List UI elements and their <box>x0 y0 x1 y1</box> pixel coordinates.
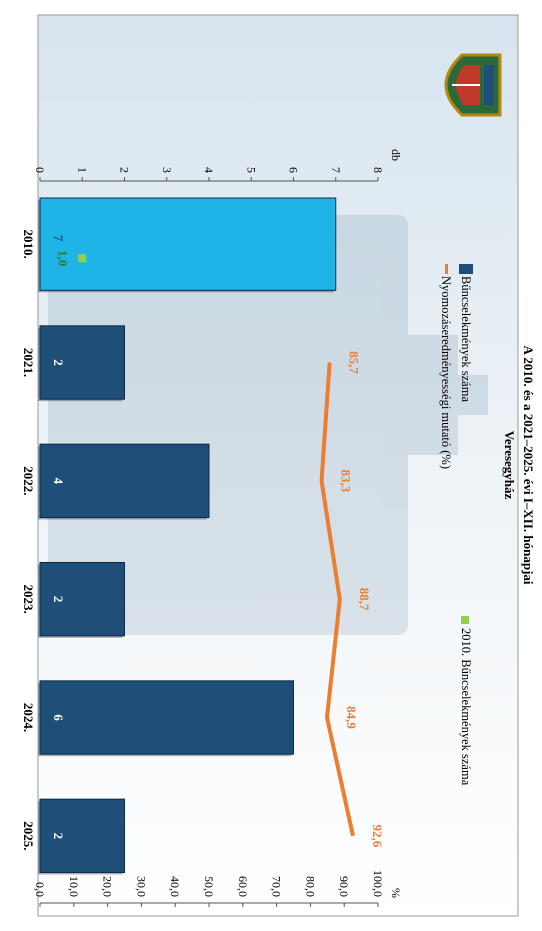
x-axis-tick-label: 2024. <box>21 703 36 732</box>
marker-series: 1,0 <box>55 250 87 266</box>
left-axis-tick-label: 6 <box>287 167 301 173</box>
right-axis-tick-label: 0,0 <box>33 882 47 897</box>
line-data-label: 85,7 <box>347 351 362 374</box>
x-axis-tick-label: 2025. <box>21 821 36 850</box>
bar <box>39 325 125 400</box>
bar <box>39 197 337 291</box>
line-data-label: 88,7 <box>357 588 372 611</box>
marker-point <box>78 254 87 263</box>
left-axis-tick-label: 1 <box>75 167 89 173</box>
right-axis-tick-label: 20,0 <box>101 876 115 897</box>
left-axis-tick-label: 3 <box>160 167 174 173</box>
page-title: A 2010. és a 2021–2025. évi I–XII. hónap… <box>521 345 536 584</box>
left-axis-title: db <box>389 149 403 161</box>
chart-panel: Veresegyház Bűncselekmények száma Nyomoz… <box>21 14 519 917</box>
line-data-label: 84,9 <box>344 706 359 729</box>
right-axis-tick-label: 10,0 <box>67 876 81 897</box>
right-axis-tick-label: 60,0 <box>236 876 250 897</box>
right-axis-tick-label: 40,0 <box>168 876 182 897</box>
legend-label-bars: Bűncselekmények száma <box>459 276 473 402</box>
right-axis-tick-label: 30,0 <box>134 876 148 897</box>
chart-subtitle: Veresegyház <box>502 431 517 500</box>
marker-data-label: 1,0 <box>55 250 70 266</box>
x-axis-tick-label: 2023. <box>21 585 36 614</box>
bar <box>39 680 294 755</box>
bar-data-label: 2 <box>51 596 66 603</box>
right-axis-tick-label: 50,0 <box>202 876 216 897</box>
legend-swatch-bars <box>459 264 473 274</box>
building-watermark <box>48 215 488 635</box>
left-axis-tick-label: 7 <box>329 167 343 173</box>
bar <box>39 443 210 519</box>
legend-swatch-line <box>445 264 448 274</box>
legend-label-line: Nyomozáseredményességi mutató (%) <box>439 276 453 469</box>
x-axis-tick-label: 2010. <box>21 230 36 259</box>
line-path <box>319 362 355 837</box>
left-axis: 0 1 2 3 4 5 6 7 8 db <box>33 149 403 182</box>
x-axis-tick-label: 2021. <box>21 348 36 377</box>
left-axis-tick-label: 4 <box>202 167 216 173</box>
bar-data-label: 4 <box>51 478 66 485</box>
bar-data-label: 7 <box>51 235 66 242</box>
line-series: 85,7 83,3 88,7 84,9 92,6 <box>319 351 385 848</box>
left-axis-tick-label: 5 <box>244 167 258 173</box>
right-axis-tick-label: 90,0 <box>337 876 351 897</box>
legend-swatch-marker <box>461 616 469 624</box>
legend: Bűncselekmények száma Nyomozáseredményes… <box>439 264 473 786</box>
right-axis-tick-label: 100,0 <box>371 870 385 897</box>
bar-data-label: 2 <box>51 359 66 366</box>
police-badge-icon <box>444 53 502 117</box>
bar-data-label: 6 <box>51 714 66 721</box>
bar <box>39 798 125 874</box>
line-data-label: 83,3 <box>339 469 354 492</box>
line-data-label: 92,6 <box>370 824 385 847</box>
right-axis: 0,0 10,0 20,0 30,0 40,0 50,0 60,0 70,0 80,0 90,0 1… <box>33 870 403 907</box>
bar-data-label: 2 <box>51 833 66 840</box>
left-axis-tick-label: 8 <box>371 167 385 173</box>
x-axis-tick-label: 2022. <box>21 466 36 495</box>
bar <box>39 561 125 637</box>
left-axis-tick-label: 2 <box>118 167 132 173</box>
right-axis-title: % <box>389 888 403 898</box>
left-axis-tick-label: 0 <box>33 167 47 173</box>
x-axis-labels: 2010. 2021. 2022. 2023. 2024. 2025. <box>21 230 36 851</box>
bar-series: 7 2 4 2 6 2 <box>38 197 337 875</box>
legend-label-marker: 2010. Bűncselekmények száma <box>459 628 473 786</box>
right-axis-tick-label: 70,0 <box>270 876 284 897</box>
right-axis-tick-label: 80,0 <box>303 876 317 897</box>
